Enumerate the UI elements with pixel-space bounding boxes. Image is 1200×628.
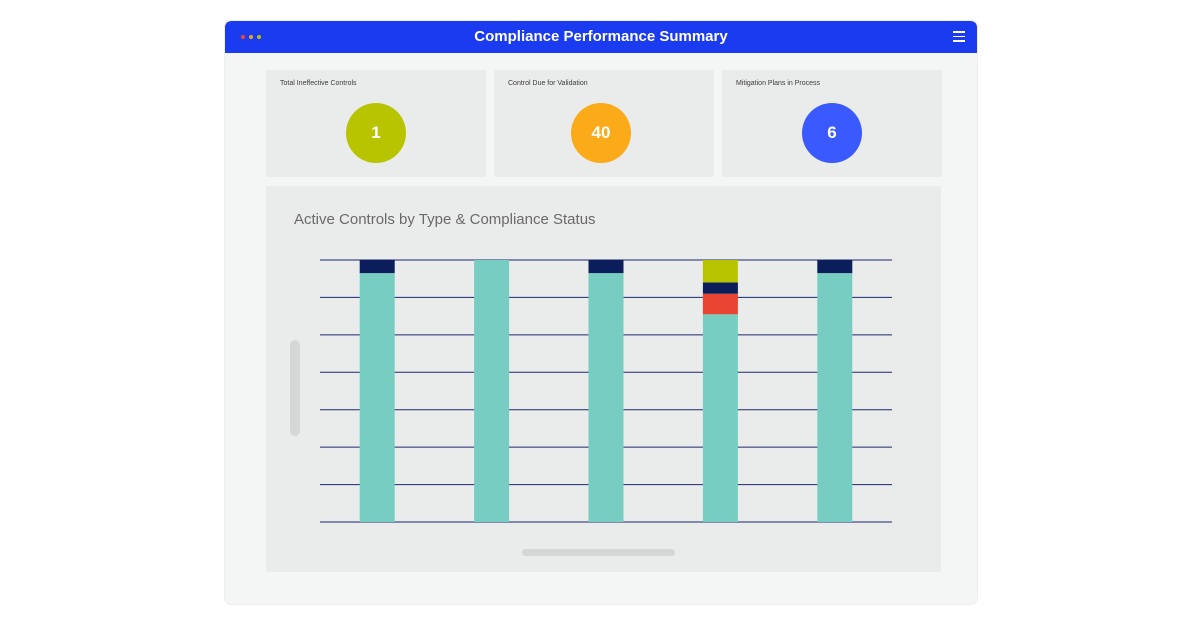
bar-segment-4-2[interactable]	[702, 293, 738, 315]
bar-segment-5-3[interactable]	[817, 260, 853, 274]
title-bar: Compliance Performance Summary	[225, 21, 977, 53]
window-dot-orange[interactable]	[249, 35, 253, 39]
dashboard-window: Compliance Performance Summary Total Ine…	[225, 21, 977, 604]
window-dot-red[interactable]	[241, 35, 245, 39]
window-controls	[241, 35, 261, 39]
bar-segment-1-1[interactable]	[359, 273, 395, 522]
kpi-label: Total Ineffective Controls	[280, 80, 357, 87]
kpi-label: Mitigation Plans in Process	[736, 80, 821, 87]
chart-panel: Active Controls by Type & Compliance Sta…	[266, 186, 941, 572]
bar-segment-3-3[interactable]	[588, 260, 624, 274]
bar-segment-4-1[interactable]	[702, 314, 738, 522]
hamburger-menu-icon[interactable]	[953, 31, 965, 42]
bar-segment-4-4[interactable]	[702, 260, 738, 283]
bar-segment-5-1[interactable]	[817, 273, 853, 522]
page-title: Compliance Performance Summary	[474, 28, 728, 45]
kpi-card-due-validation: Control Due for Validation 40	[494, 70, 714, 177]
kpi-label: Control Due for Validation	[508, 80, 588, 87]
kpi-card-ineffective-controls: Total Ineffective Controls 1	[266, 70, 486, 177]
horizontal-scrollbar[interactable]	[522, 549, 675, 556]
stacked-bar-chart	[320, 259, 892, 523]
chart-title: Active Controls by Type & Compliance Sta…	[294, 211, 596, 228]
bar-segment-4-3[interactable]	[702, 282, 738, 294]
bar-segment-3-1[interactable]	[588, 273, 624, 522]
kpi-value-badge: 6	[802, 103, 862, 163]
bar-segment-2-1[interactable]	[474, 260, 510, 522]
kpi-card-mitigation-plans: Mitigation Plans in Process 6	[722, 70, 942, 177]
window-dot-green[interactable]	[257, 35, 261, 39]
kpi-value-badge: 1	[346, 103, 406, 163]
kpi-value-badge: 40	[571, 103, 631, 163]
bar-segment-1-3[interactable]	[359, 260, 395, 274]
vertical-scrollbar[interactable]	[290, 340, 300, 436]
